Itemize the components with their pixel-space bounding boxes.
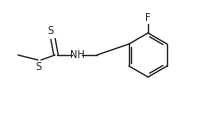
Text: NH: NH xyxy=(70,50,84,60)
Text: F: F xyxy=(145,13,151,23)
Text: S: S xyxy=(35,62,41,72)
Text: S: S xyxy=(47,26,53,36)
